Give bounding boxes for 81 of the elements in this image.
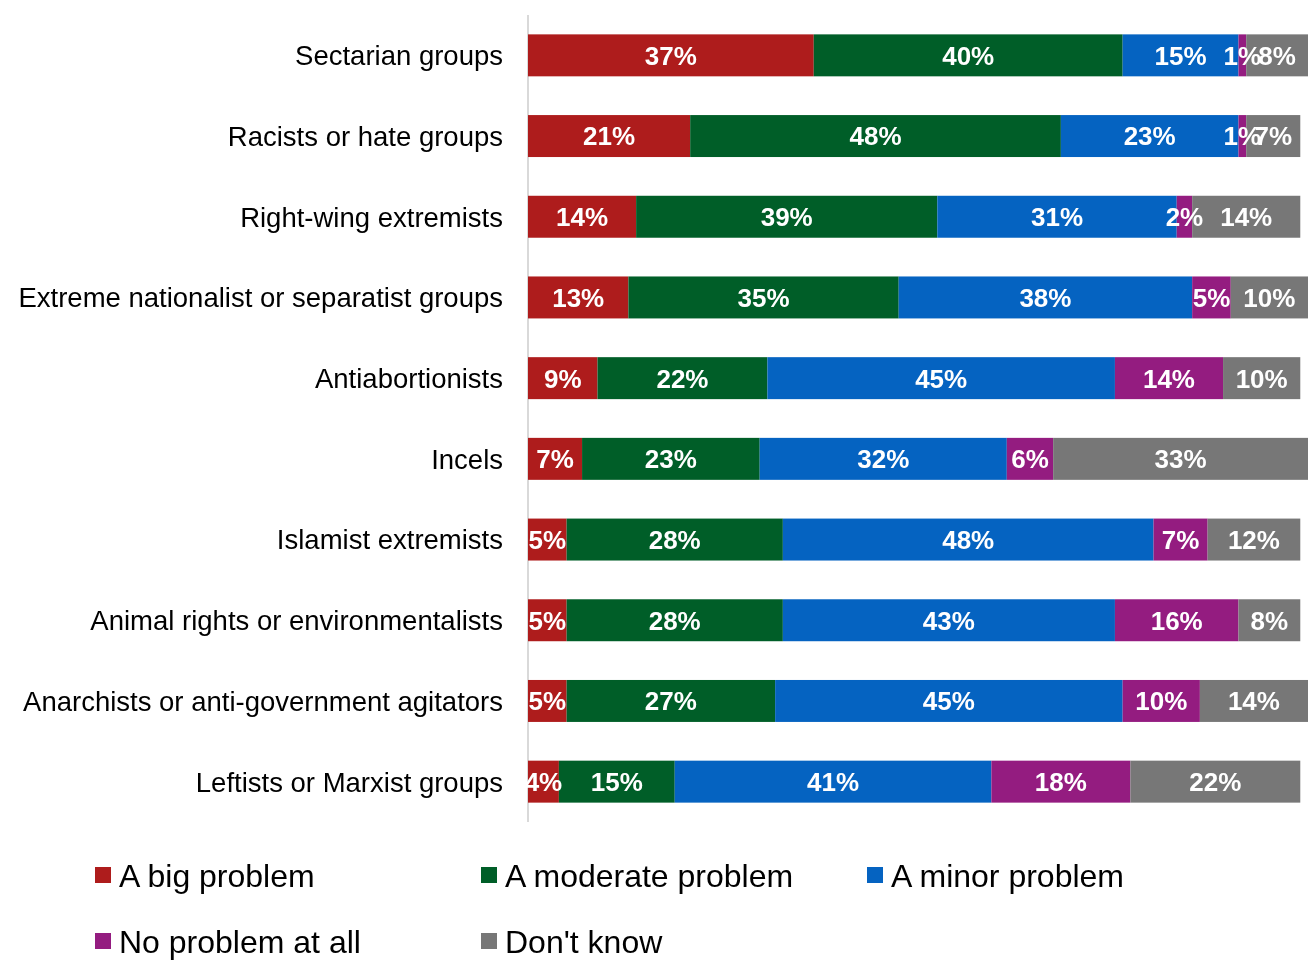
bar xyxy=(528,115,691,158)
bar xyxy=(636,195,938,238)
data-label: 38% xyxy=(1019,282,1072,313)
data-label: 39% xyxy=(760,202,813,233)
bar xyxy=(690,115,1061,158)
bar xyxy=(1130,760,1301,803)
y-tick-label: Incels xyxy=(431,443,503,475)
data-label: 14% xyxy=(1142,363,1196,394)
data-label: 35% xyxy=(737,282,790,313)
bar xyxy=(674,760,992,803)
data-label: 10% xyxy=(1235,363,1288,394)
data-label: 10% xyxy=(1135,686,1188,717)
bar xyxy=(566,518,783,561)
data-label: 5% xyxy=(528,605,567,636)
data-label: 5% xyxy=(528,686,567,717)
bar xyxy=(782,518,1154,561)
data-label: 45% xyxy=(922,686,975,717)
y-tick-label: Extreme nationalist or separatist groups xyxy=(18,282,503,314)
data-label: 22% xyxy=(1189,767,1242,798)
data-label: 48% xyxy=(942,524,995,555)
bar xyxy=(782,599,1115,642)
data-label: 31% xyxy=(1030,202,1084,233)
bar xyxy=(759,437,1007,480)
data-label: 41% xyxy=(807,767,860,798)
data-label: 37% xyxy=(644,40,697,71)
legend-label: A moderate problem xyxy=(505,857,794,894)
legend-label: Don't know xyxy=(505,923,664,960)
data-label: 8% xyxy=(1250,605,1289,636)
bar xyxy=(767,357,1115,400)
data-label: 14% xyxy=(556,202,609,233)
data-label: 23% xyxy=(1123,121,1176,152)
data-label: 27% xyxy=(644,686,697,717)
data-label: 7% xyxy=(536,444,574,475)
data-label: 7% xyxy=(1161,524,1200,555)
data-label: 5% xyxy=(528,524,567,555)
bar xyxy=(528,34,814,77)
data-label: 15% xyxy=(590,767,643,798)
data-label: 28% xyxy=(648,524,701,555)
y-tick-label: Right-wing extremists xyxy=(240,201,503,233)
legend-label: A big problem xyxy=(119,857,315,894)
bar xyxy=(898,276,1193,319)
data-label: 23% xyxy=(644,444,697,475)
data-label: 5% xyxy=(1192,282,1231,313)
data-label: 22% xyxy=(656,363,709,394)
data-label: 21% xyxy=(583,121,636,152)
y-tick-label: Antiabortionists xyxy=(314,363,503,395)
data-label: 8% xyxy=(1258,40,1296,71)
bar xyxy=(566,599,783,642)
y-tick-label: Leftists or Marxist groups xyxy=(195,766,503,798)
data-label: 18% xyxy=(1034,767,1087,798)
data-label: 14% xyxy=(1227,686,1280,717)
y-tick-label: Anarchists or anti-government agitators xyxy=(23,685,503,717)
data-label: 10% xyxy=(1243,282,1296,313)
y-tick-label: Sectarian groups xyxy=(295,40,503,72)
data-label: 15% xyxy=(1154,40,1207,71)
data-label: 9% xyxy=(543,363,582,394)
bar xyxy=(1053,437,1308,480)
bar xyxy=(991,760,1131,803)
data-label: 48% xyxy=(849,121,902,152)
data-label: 14% xyxy=(1220,202,1273,233)
data-label: 40% xyxy=(942,40,995,71)
bar xyxy=(775,679,1123,722)
legend-label: No problem at all xyxy=(119,923,361,960)
bar xyxy=(813,34,1123,77)
data-label: 43% xyxy=(922,605,975,636)
y-tick-label: Racists or hate groups xyxy=(227,120,503,152)
data-label: 45% xyxy=(915,363,968,394)
data-label: 16% xyxy=(1150,605,1203,636)
y-tick-label: Animal rights or environmentalists xyxy=(90,605,503,637)
bar xyxy=(566,679,776,722)
legend-label: A minor problem xyxy=(891,857,1124,894)
data-label: 33% xyxy=(1154,444,1207,475)
data-label: 12% xyxy=(1227,524,1280,555)
bar xyxy=(628,276,899,319)
bar xyxy=(597,357,768,400)
data-label: 13% xyxy=(552,282,605,313)
data-label: 32% xyxy=(857,444,910,475)
data-label: 6% xyxy=(1011,444,1049,475)
data-label: 28% xyxy=(648,605,701,636)
y-tick-label: Islamist extremists xyxy=(276,524,503,556)
bar xyxy=(582,437,760,480)
